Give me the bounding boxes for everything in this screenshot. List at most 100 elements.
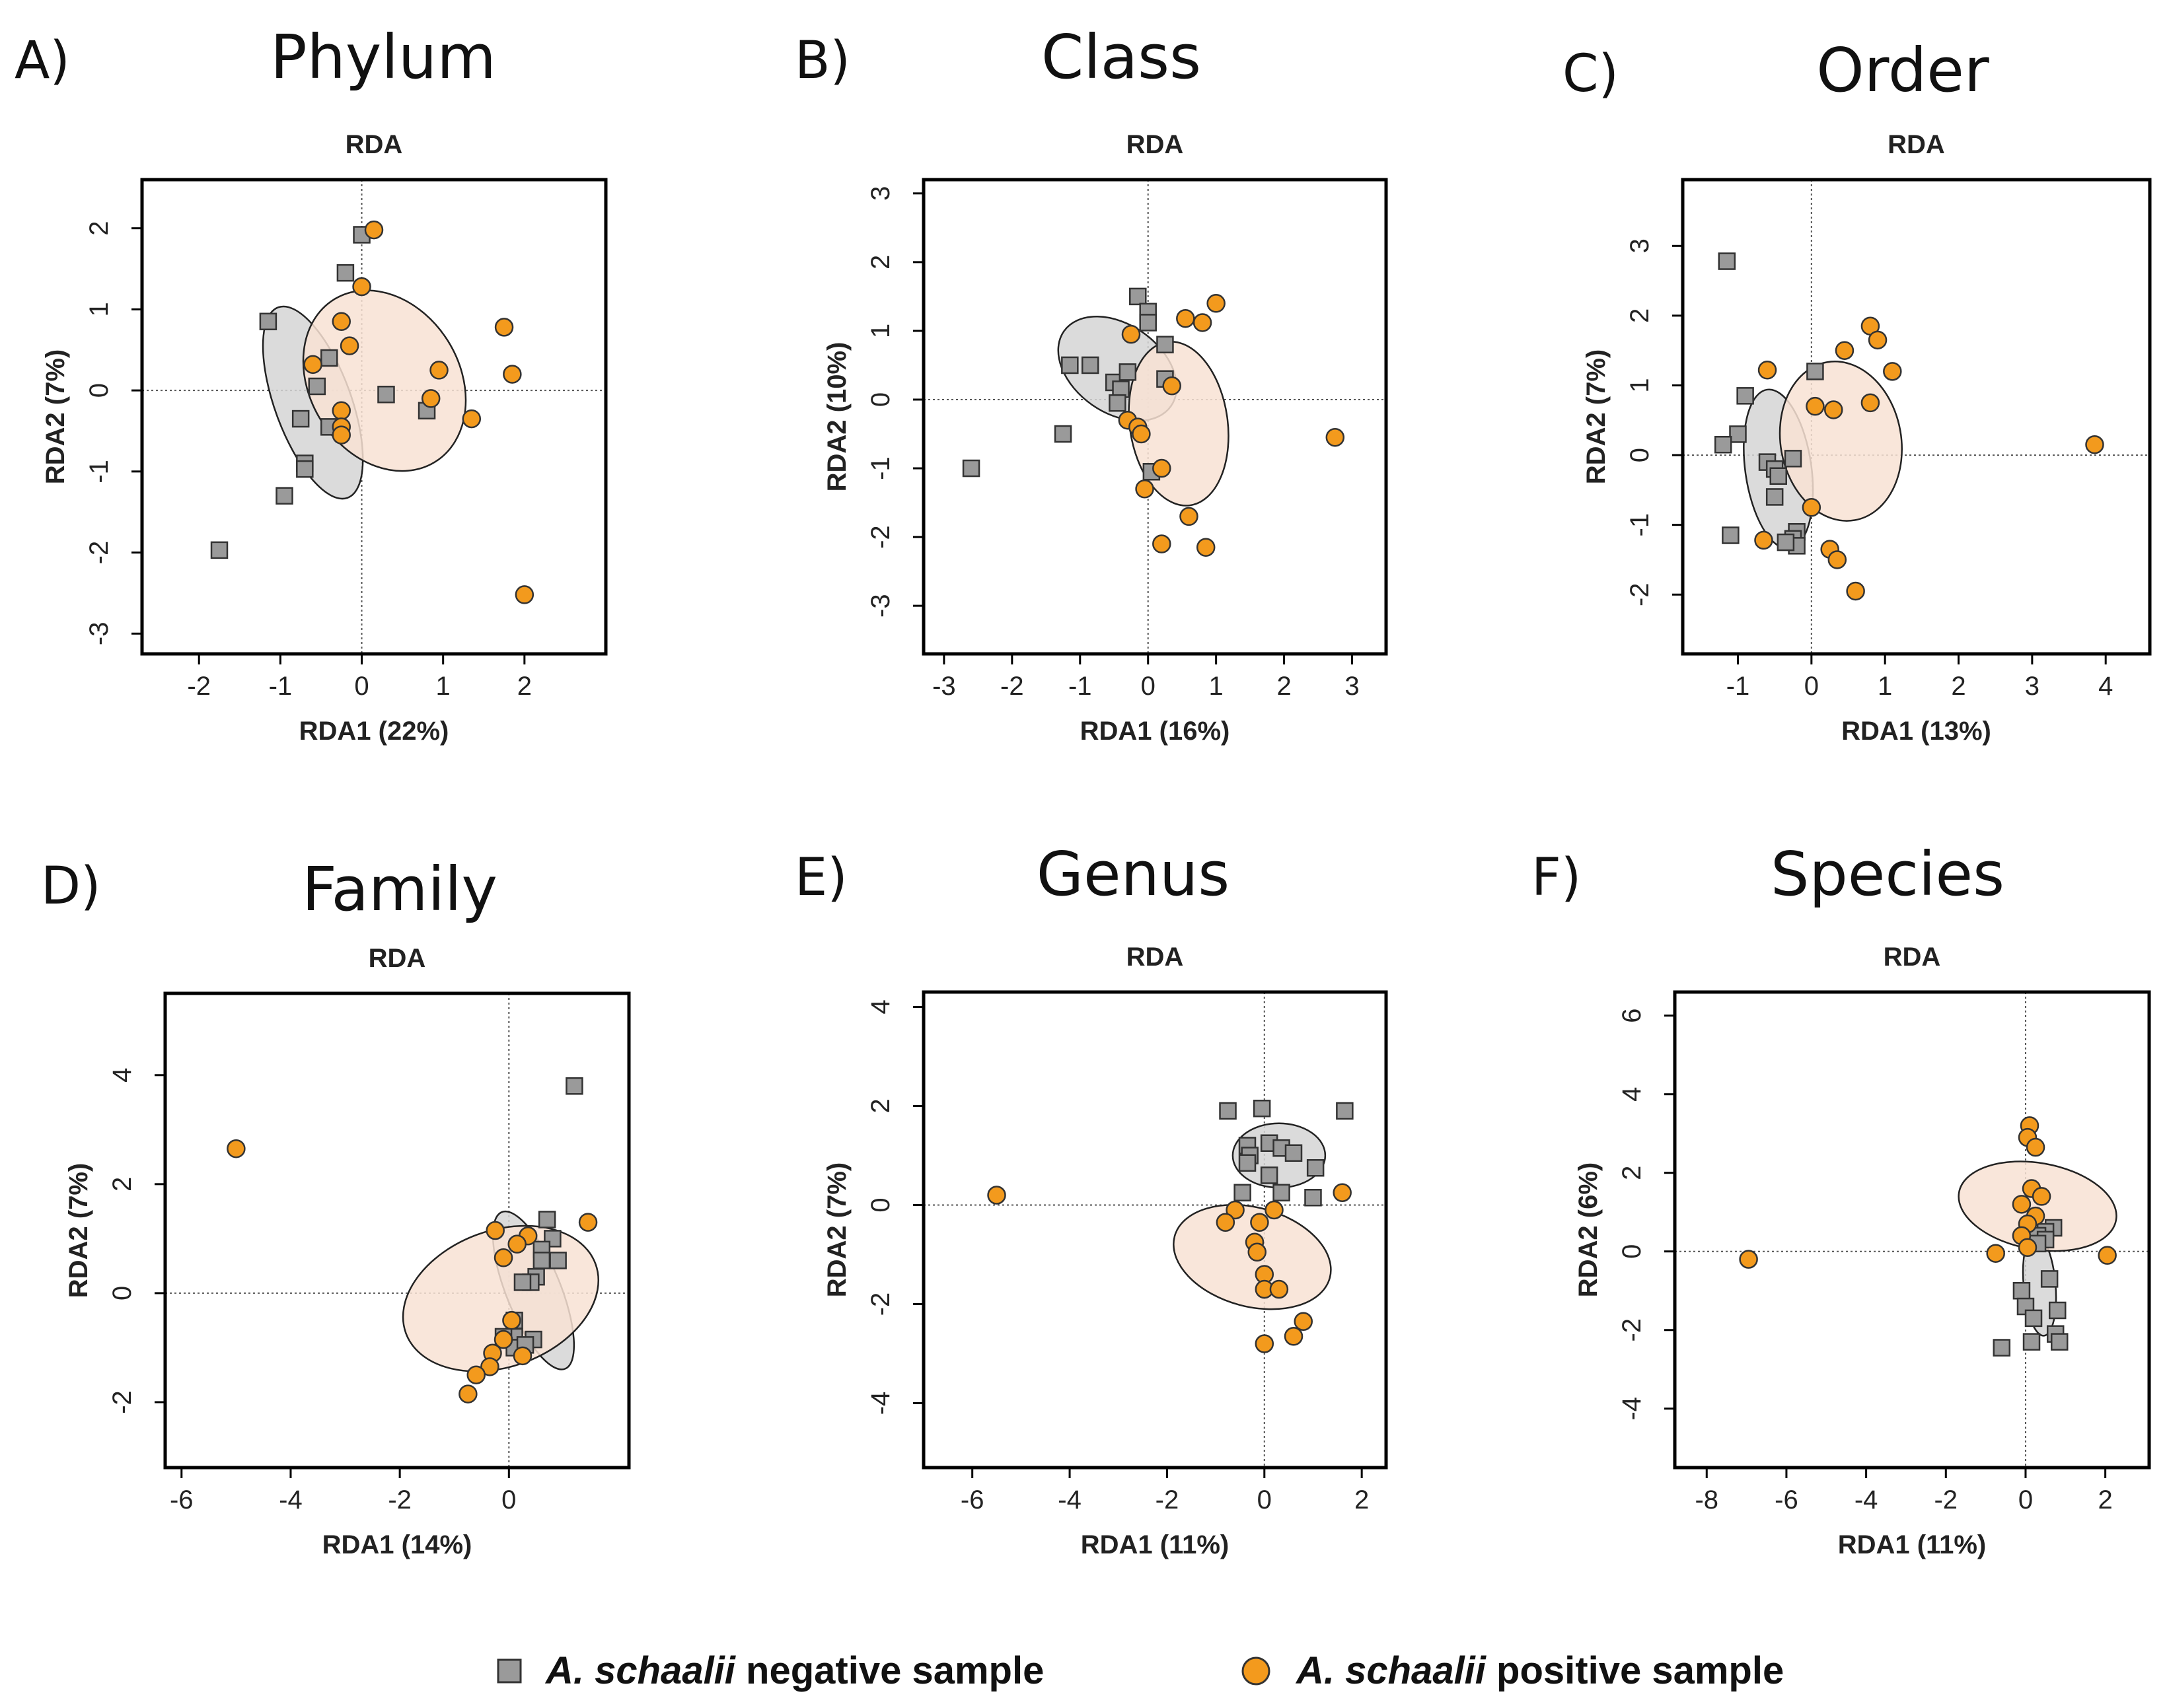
positive-sample-point [303,355,322,374]
panel-species: F) Species RDA -8 -6 -4 -2 0 2 -4 -2 0 2 4 6 RDA1 (11%)… [1531,839,2151,1559]
y-tick-label: 2 [1617,1166,1646,1180]
negative-sample-point [308,377,326,396]
panel-phylum: A) Phylum RDA -2 -1 0 1 2 -3 -2 -1 0 1 2 RDA1 (22%) RDA… [15,22,608,746]
positive-sample-point [2098,1246,2117,1265]
positive-sample-point [227,1139,246,1158]
x-tick-label: -6 [170,1485,194,1514]
x-tick-label: -4 [1058,1485,1082,1514]
negative-sample-point [549,1252,567,1269]
panel-letter-species: F) [1531,848,1581,907]
plot-frame-order [1681,178,2152,656]
positive-sample-point [340,336,359,355]
y-tick-label: -3 [866,594,895,618]
positive-sample-point [1846,581,1865,601]
x-tick-label: -2 [187,672,211,701]
x-tick-label: -2 [388,1485,412,1514]
positive-sample-point [1827,550,1847,569]
positive-sample-point [352,277,371,297]
negative-sample-point [533,1252,551,1269]
y-tick-label: 3 [1625,238,1654,253]
negative-sample-point [1777,533,1795,552]
x-axis-label-phylum: RDA1 (22%) [299,717,449,746]
negative-sample-point [320,349,338,367]
panel-letter-phylum: A) [15,31,70,90]
positive-sample-point [1883,362,1902,381]
positive-sample-point [2012,1195,2032,1214]
positive-sample-point [513,1346,533,1366]
positive-sample-point [459,1384,478,1404]
positive-sample-point [1868,330,1888,350]
negative-sample-point [1129,287,1147,306]
y-tick-label: 4 [108,1068,137,1083]
negative-sample-point [1061,356,1079,374]
negative-sample-point [1238,1154,1257,1172]
y-axis-label-phylum: RDA2 (7%) [41,349,70,484]
positive-sample-point [1802,498,1821,517]
x-tick-label: 0 [2018,1485,2033,1514]
y-tick-label: 4 [866,999,895,1014]
positive-sample-point [1754,530,1773,550]
y-tick-label: -2 [108,1390,137,1414]
plot-title-order: RDA [1888,130,1945,159]
positive-sample-point [1255,1334,1274,1353]
plot-frame-family [163,991,631,1470]
positive-sample-point [494,318,514,337]
legend-negative-marker [497,1658,522,1684]
positive-sample-point [2032,1187,2051,1206]
plot-title-class: RDA [1126,130,1184,159]
positive-sample-point [1325,427,1345,447]
panels-layer: A) Phylum RDA -2 -1 0 1 2 -3 -2 -1 0 1 2 RDA1 (22%) RDA… [15,22,2152,1559]
negative-sample-point [2012,1281,2031,1300]
y-tick-label: -2 [866,525,895,549]
y-axis-label-order: RDA2 (7%) [1582,349,1611,484]
panel-family: D) Family RDA -6 -4 -2 0 -2 0 2 4 RDA1 (14%) RDA2 (7… [41,854,631,1559]
y-tick-label: -1 [85,460,114,483]
positive-sample-point [1135,480,1154,499]
y-axis-label-class: RDA2 (10%) [823,342,852,492]
positive-sample-point [421,389,441,408]
plot-frame-phylum [140,178,608,656]
positive-sample-point [1269,1279,1289,1299]
x-axis-label-family: RDA1 (14%) [322,1530,472,1559]
positive-sample-point [494,1330,513,1349]
y-tick-label: 0 [866,392,895,407]
negative-sample-point [377,385,395,404]
negative-sample-point [1260,1166,1278,1184]
x-tick-label: 0 [501,1485,516,1514]
y-tick-label: -2 [1625,583,1654,606]
x-tick-label: 1 [436,672,451,701]
negative-sample-point [962,459,980,478]
positive-sample-point [332,425,351,445]
x-tick-label: -2 [1000,672,1024,701]
x-tick-label: 3 [2025,672,2039,701]
positive-sample-point [2085,435,2104,454]
y-tick-label: 6 [1617,1009,1646,1023]
panel-title-genus: Genus [1037,839,1230,909]
negative-sample-point [1119,363,1137,381]
negative-sample-point [1336,1102,1354,1120]
y-axis-label-species: RDA2 (6%) [1574,1162,1603,1297]
x-tick-label: -1 [1726,672,1750,701]
x-tick-label: 3 [1344,672,1359,701]
negative-sample-point [1139,314,1157,332]
legend: A. schaalii negative sample A. schaalii … [497,1649,1784,1692]
panel-letter-class: B) [795,31,850,90]
x-axis-label-order: RDA1 (13%) [1841,717,1991,746]
negative-sample-point [296,460,314,478]
negative-sample-point [2048,1301,2067,1320]
positive-sample-point [515,585,534,604]
y-tick-label: 1 [1625,378,1654,392]
negative-sample-point [2022,1333,2041,1351]
positive-sample-point [1226,1200,1245,1220]
x-tick-label: -6 [1775,1485,1798,1514]
negative-sample-point [1081,356,1099,374]
negative-sample-point [1736,387,1754,405]
legend-negative-label: A. schaalii negative sample [544,1649,1044,1692]
legend-positive-label: A. schaalii positive sample [1295,1649,1784,1692]
positive-sample-point [1152,458,1171,478]
negative-sample-point [566,1077,583,1095]
negative-sample-point [1306,1159,1325,1177]
positive-sample-point [1247,1242,1267,1262]
negative-sample-point [2024,1309,2043,1328]
